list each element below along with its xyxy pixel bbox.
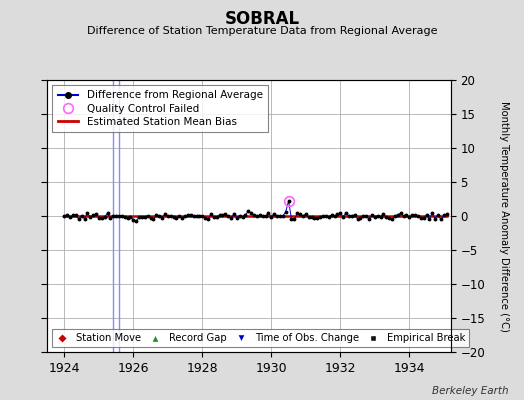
Y-axis label: Monthly Temperature Anomaly Difference (°C): Monthly Temperature Anomaly Difference (… [499,100,509,332]
Text: Difference of Station Temperature Data from Regional Average: Difference of Station Temperature Data f… [87,26,437,36]
Legend: Station Move, Record Gap, Time of Obs. Change, Empirical Break: Station Move, Record Gap, Time of Obs. C… [52,329,470,347]
Text: SOBRAL: SOBRAL [224,10,300,28]
Text: Berkeley Earth: Berkeley Earth [432,386,508,396]
